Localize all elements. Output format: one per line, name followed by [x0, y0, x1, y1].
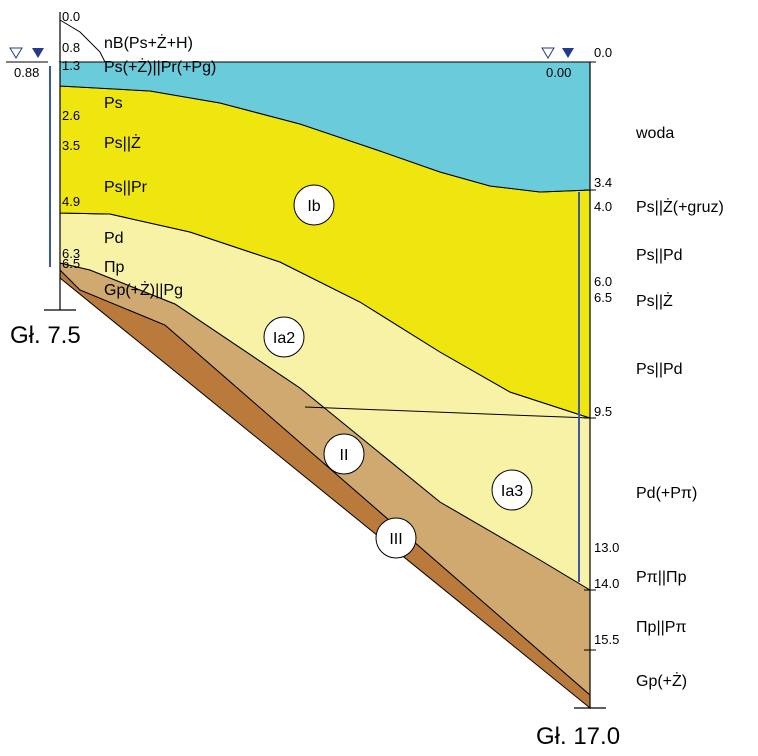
svg-text:nB(Ps+Ż+H): nB(Ps+Ż+H)	[104, 33, 193, 52]
svg-text:2.6: 2.6	[62, 108, 80, 123]
right-final-depth: Gł. 17.0	[536, 723, 620, 750]
svg-text:9.5: 9.5	[594, 404, 612, 419]
svg-text:1.3: 1.3	[62, 58, 80, 73]
svg-text:Ps: Ps	[104, 95, 123, 112]
svg-text:6.3: 6.3	[62, 246, 80, 261]
left-final-depth: Gł. 7.5	[10, 322, 81, 349]
svg-text:Gp(+Ż)||Pg: Gp(+Ż)||Pg	[104, 280, 183, 299]
svg-text:Πp||Pπ: Πp||Pπ	[636, 619, 686, 636]
svg-text:Ia2: Ia2	[273, 330, 295, 347]
svg-text:Ps||Ż(+gruz): Ps||Ż(+gruz)	[636, 197, 724, 216]
svg-text:4.0: 4.0	[594, 199, 612, 214]
geo-layer-iii: III	[375, 517, 417, 559]
svg-text:woda: woda	[635, 125, 674, 142]
svg-text:4.9: 4.9	[62, 194, 80, 209]
svg-text:II: II	[340, 447, 349, 464]
left-soil-labels: nB(Ps+Ż+H) Ps(+Ż)||Pr(+Pg) Ps Ps||Ż Ps||…	[104, 33, 216, 299]
left-water-marker-icon	[6, 47, 48, 63]
svg-text:6.5: 6.5	[62, 256, 80, 271]
svg-text:13.0: 13.0	[594, 540, 619, 555]
right-depth-labels: 0.0 3.4 4.0 6.0 6.5 9.5 13.0 14.0 15.5	[594, 45, 619, 647]
right-water-level-label: 0.00	[546, 65, 571, 80]
geo-layer-ii: II	[323, 433, 365, 475]
ia2-ia3-boundary	[304, 406, 591, 419]
svg-text:Ia3: Ia3	[501, 483, 523, 500]
svg-text:0.8: 0.8	[62, 40, 80, 55]
right-depth-ticks	[584, 61, 596, 651]
svg-text:Ps||Pd: Ps||Pd	[636, 361, 683, 378]
svg-text:0.0: 0.0	[594, 45, 612, 60]
svg-text:3.4: 3.4	[594, 175, 612, 190]
left-depth-labels: 0.0 0.8 1.3 2.6 3.5 4.9 6.3 6.5	[62, 9, 80, 271]
svg-text:Pd(+Pπ): Pd(+Pπ)	[636, 485, 697, 502]
svg-text:Ib: Ib	[307, 198, 320, 215]
svg-text:Ps||Pr: Ps||Pr	[104, 179, 148, 196]
left-water-level-label: 0.88	[14, 65, 39, 80]
svg-text:6.5: 6.5	[594, 290, 612, 305]
svg-text:Ps||Pd: Ps||Pd	[636, 247, 683, 264]
geo-layer-ib: Ib	[293, 184, 335, 226]
svg-text:III: III	[389, 531, 402, 548]
svg-text:Πp: Πp	[104, 259, 125, 276]
svg-text:Gp(+Ż): Gp(+Ż)	[636, 671, 687, 690]
svg-text:Ps||Ż: Ps||Ż	[636, 291, 673, 310]
svg-text:14.0: 14.0	[594, 576, 619, 591]
svg-text:Ps(+Ż)||Pr(+Pg): Ps(+Ż)||Pr(+Pg)	[104, 57, 216, 76]
svg-text:15.5: 15.5	[594, 632, 619, 647]
svg-text:0.0: 0.0	[62, 9, 80, 24]
svg-text:3.5: 3.5	[62, 138, 80, 153]
svg-text:Pd: Pd	[104, 230, 124, 247]
right-water-marker-icon	[536, 47, 580, 63]
geo-layer-ia2: Ia2	[263, 316, 305, 358]
svg-text:6.0: 6.0	[594, 274, 612, 289]
right-soil-labels: woda Ps||Ż(+gruz) Ps||Pd Ps||Ż Ps||Pd Pd…	[635, 125, 724, 690]
svg-text:Pπ||Πp: Pπ||Πp	[636, 569, 687, 586]
svg-text:Ps||Ż: Ps||Ż	[104, 133, 141, 152]
geo-layer-ia3: Ia3	[491, 469, 533, 511]
